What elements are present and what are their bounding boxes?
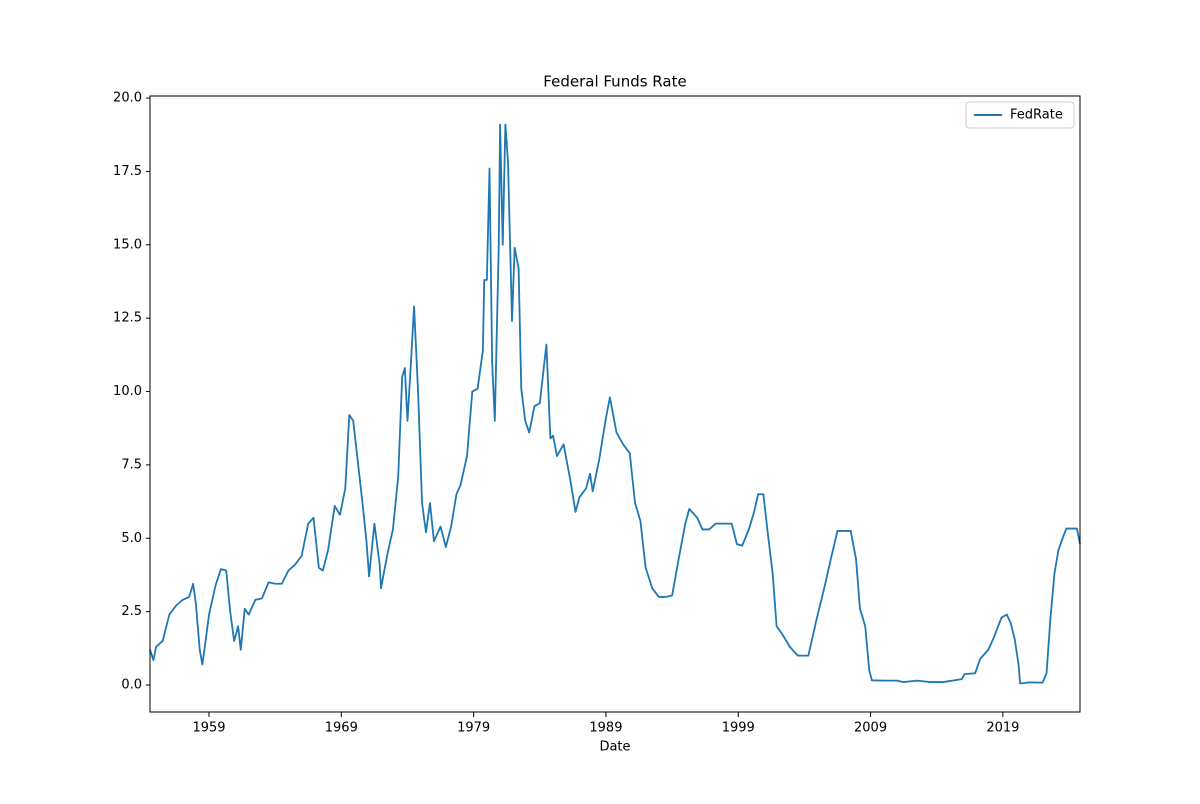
y-tick-label: 5.0 xyxy=(121,531,142,546)
x-tick-label: 2009 xyxy=(854,721,887,736)
y-tick-label: 20.0 xyxy=(113,91,142,106)
legend-label: FedRate xyxy=(1010,108,1063,123)
y-tick-label: 15.0 xyxy=(113,237,142,252)
series-line xyxy=(149,123,1081,685)
x-tick-label: 2019 xyxy=(986,721,1019,736)
x-tick-label: 1969 xyxy=(325,721,358,736)
y-tick-label: 10.0 xyxy=(113,384,142,399)
x-tick-label: 1999 xyxy=(722,721,755,736)
chart-title: Federal Funds Rate xyxy=(543,73,686,91)
y-tick-label: 2.5 xyxy=(121,604,142,619)
x-tick-label: 1959 xyxy=(192,721,225,736)
y-tick-label: 7.5 xyxy=(121,457,142,472)
x-tick-label: 1979 xyxy=(457,721,490,736)
x-axis-label: Date xyxy=(599,740,630,755)
legend-box xyxy=(965,101,1075,129)
y-tick-label: 17.5 xyxy=(113,164,142,179)
y-tick-label: 12.5 xyxy=(113,311,142,326)
plot-frame xyxy=(149,95,1081,713)
x-tick-label: 1989 xyxy=(589,721,622,736)
y-tick-label: 0.0 xyxy=(121,678,142,693)
